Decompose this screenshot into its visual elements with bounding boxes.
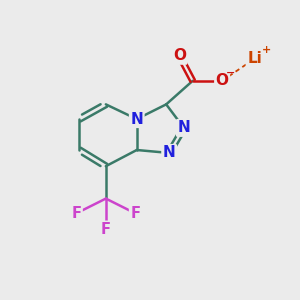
Text: +: + [262,45,272,55]
Text: N: N [178,120,190,135]
Text: F: F [130,206,140,221]
Text: O: O [173,48,186,63]
Text: N: N [130,112,143,127]
Text: F: F [71,206,81,221]
Text: −: − [226,68,235,78]
Text: F: F [101,222,111,237]
Text: Li: Li [247,51,262,66]
Text: N: N [163,146,175,160]
Text: O: O [216,73,229,88]
